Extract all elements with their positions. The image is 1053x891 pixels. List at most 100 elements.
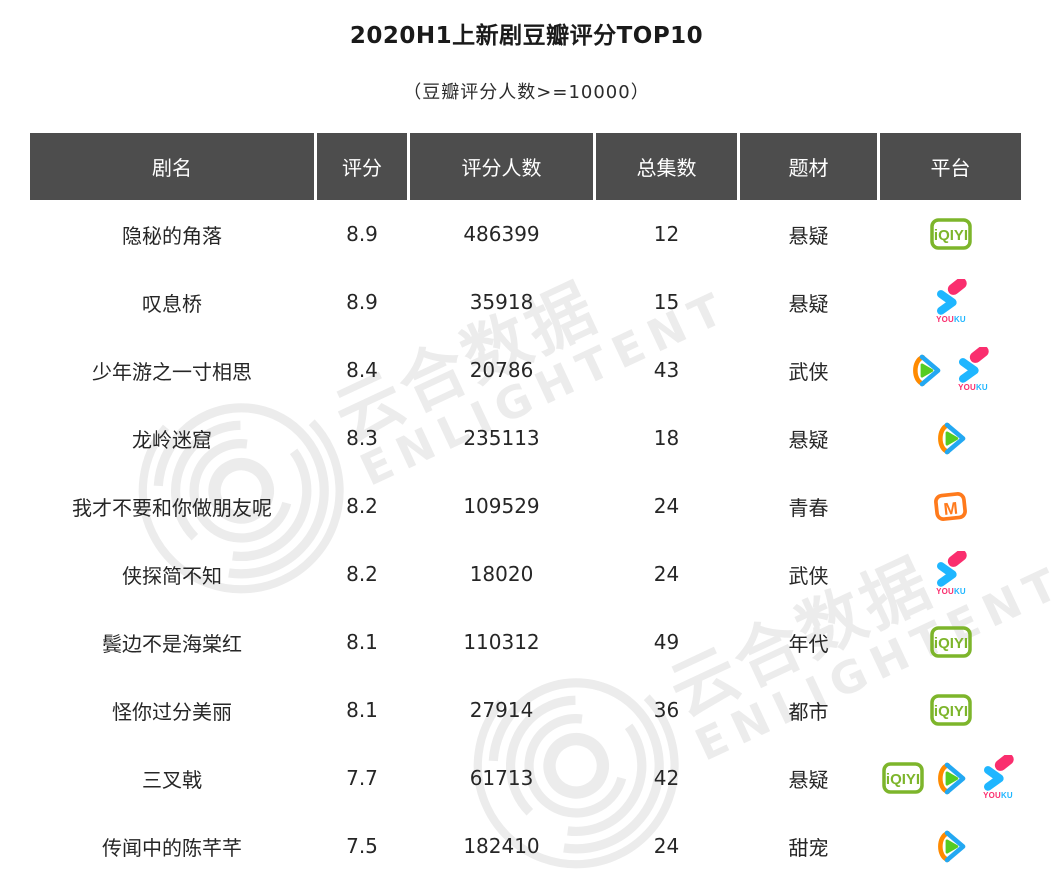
votes-value: 235113 [463, 426, 540, 450]
chart-subtitle: （豆瓣评分人数>=10000） [403, 82, 650, 103]
drama-title: 侠探简不知 [122, 563, 222, 588]
genre-value: 武侠 [788, 563, 829, 588]
svg-text:iQIYI: iQIYI [933, 635, 967, 652]
svg-text:iQIYI: iQIYI [933, 227, 967, 244]
votes-value: 35918 [469, 290, 534, 314]
chart-title: 2020H1上新剧豆瓣评分TOP10 [349, 23, 704, 49]
platform-icons: iQIYI [880, 608, 1021, 676]
drama-title: 三叉戟 [142, 767, 202, 792]
youku-logo-icon: YOUKU [952, 347, 994, 393]
rating-value: 8.4 [346, 358, 378, 382]
table-row: 少年游之一寸相思 8.4 20786 43 武侠 YOUKU [30, 336, 1021, 404]
svg-text:iQIYI: iQIYI [886, 771, 920, 788]
table-row: 侠探简不知 8.2 18020 24 武侠 YOUKU [30, 540, 1021, 608]
platform-icons: iQIYI [880, 676, 1021, 744]
episodes-value: 24 [653, 562, 680, 586]
platform-icons [880, 404, 1021, 472]
genre-value: 悬疑 [788, 767, 829, 792]
rating-value: 8.2 [346, 494, 378, 518]
genre-value: 悬疑 [788, 291, 829, 316]
table-row: 三叉戟 7.7 61713 42 悬疑 iQIYI YOUKU [30, 744, 1021, 812]
column-header-rating: 评分 [317, 133, 407, 200]
column-header-platform: 平台 [880, 133, 1021, 200]
svg-text:YOUKU: YOUKU [983, 791, 1013, 800]
drama-title: 隐秘的角落 [122, 223, 222, 248]
votes-value: 20786 [469, 358, 534, 382]
tencent-logo-icon [907, 353, 944, 388]
svg-text:M: M [943, 498, 959, 518]
table-row: 叹息桥 8.9 35918 15 悬疑 YOUKU [30, 268, 1021, 336]
genre-value: 青春 [788, 495, 829, 520]
rating-value: 7.7 [346, 766, 378, 790]
genre-value: 都市 [788, 699, 829, 724]
table-row: 隐秘的角落 8.9 486399 12 悬疑 iQIYI [30, 200, 1021, 268]
iqiyi-logo-icon: iQIYI [882, 762, 924, 794]
platform-icons: iQIYI YOUKU [880, 744, 1021, 812]
episodes-value: 36 [653, 698, 680, 722]
rating-value: 8.9 [346, 290, 378, 314]
mgtv-logo-icon: M [932, 488, 969, 525]
svg-text:YOUKU: YOUKU [936, 587, 966, 596]
votes-value: 27914 [469, 698, 534, 722]
platform-icons: YOUKU [880, 540, 1021, 608]
drama-title: 叹息桥 [142, 291, 202, 316]
iqiyi-logo-icon: iQIYI [929, 694, 972, 726]
column-header-genre: 题材 [740, 133, 877, 200]
episodes-value: 42 [653, 766, 680, 790]
youku-logo-icon: YOUKU [930, 551, 972, 597]
tencent-logo-icon [932, 761, 969, 796]
genre-value: 年代 [788, 631, 829, 656]
drama-title: 龙岭迷窟 [132, 427, 212, 452]
drama-title: 少年游之一寸相思 [92, 359, 252, 384]
votes-value: 109529 [463, 494, 540, 518]
votes-value: 110312 [463, 630, 540, 654]
episodes-value: 18 [653, 426, 680, 450]
rating-value: 8.1 [346, 630, 378, 654]
svg-text:YOUKU: YOUKU [936, 315, 966, 324]
episodes-value: 15 [653, 290, 680, 314]
svg-text:iQIYI: iQIYI [933, 703, 967, 720]
table-body: 隐秘的角落 8.9 486399 12 悬疑 iQIYI 叹息桥 8.9 359… [30, 200, 1021, 880]
votes-value: 486399 [463, 222, 540, 246]
youku-logo-icon: YOUKU [930, 279, 972, 325]
rating-value: 8.3 [346, 426, 378, 450]
platform-icons [880, 812, 1021, 880]
drama-title: 怪你过分美丽 [112, 699, 232, 724]
episodes-value: 12 [653, 222, 680, 246]
iqiyi-logo-icon: iQIYI [929, 218, 972, 250]
rating-value: 7.5 [346, 834, 378, 858]
genre-value: 悬疑 [788, 223, 829, 248]
votes-value: 61713 [469, 766, 534, 790]
rating-value: 8.1 [346, 698, 378, 722]
table-row: 龙岭迷窟 8.3 235113 18 悬疑 [30, 404, 1021, 472]
genre-value: 武侠 [788, 359, 829, 384]
drama-title: 传闻中的陈芊芊 [102, 835, 242, 860]
column-header-title: 剧名 [30, 133, 314, 200]
episodes-value: 24 [653, 494, 680, 518]
votes-value: 182410 [463, 834, 540, 858]
drama-title: 鬓边不是海棠红 [102, 631, 242, 656]
platform-icons: YOUKU [880, 268, 1021, 336]
episodes-value: 49 [653, 630, 680, 654]
column-header-episodes: 总集数 [596, 133, 737, 200]
table-row: 怪你过分美丽 8.1 27914 36 都市 iQIYI [30, 676, 1021, 744]
iqiyi-logo-icon: iQIYI [929, 626, 972, 658]
tencent-logo-icon [932, 829, 969, 864]
episodes-value: 43 [653, 358, 680, 382]
tencent-logo-icon [932, 421, 969, 456]
rating-value: 8.2 [346, 562, 378, 586]
ratings-table: 剧名 评分 评分人数 总集数 题材 平台 隐秘的角落 8.9 486399 12… [30, 133, 1021, 880]
svg-text:YOUKU: YOUKU [958, 383, 988, 392]
drama-title: 我才不要和你做朋友呢 [72, 495, 272, 520]
platform-icons: iQIYI [880, 200, 1021, 268]
table-row: 鬓边不是海棠红 8.1 110312 49 年代 iQIYI [30, 608, 1021, 676]
table-row: 我才不要和你做朋友呢 8.2 109529 24 青春 M [30, 472, 1021, 540]
genre-value: 悬疑 [788, 427, 829, 452]
genre-value: 甜宠 [788, 835, 829, 860]
table-header-row: 剧名 评分 评分人数 总集数 题材 平台 [30, 133, 1021, 200]
rating-value: 8.9 [346, 222, 378, 246]
youku-logo-icon: YOUKU [977, 755, 1019, 801]
votes-value: 18020 [469, 562, 534, 586]
platform-icons: M [880, 472, 1021, 540]
